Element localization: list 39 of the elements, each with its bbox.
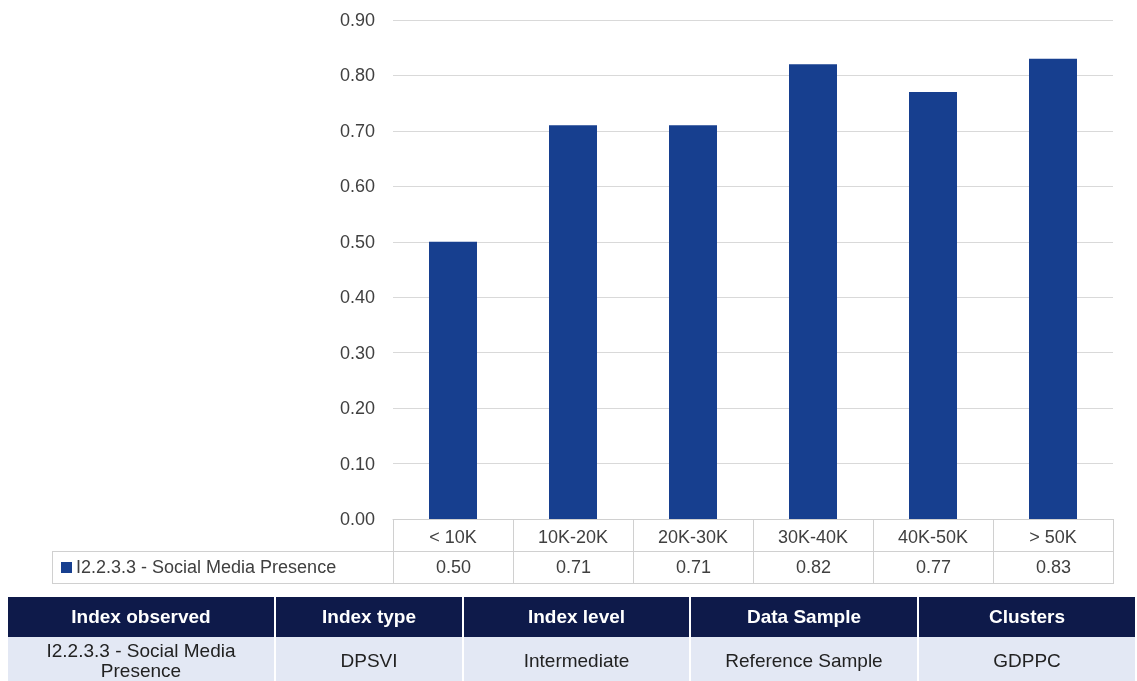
legend-label: I2.2.3.3 - Social Media Presence [52,551,394,584]
y-tick-label: 0.00 [339,509,375,529]
data-label: 0.71 [513,551,634,584]
x-tick-label: 10K-20K [537,527,609,547]
x-tick-label: > 50K [1029,527,1077,547]
x-tick-label: 20K-30K [657,527,729,547]
y-tick-label: 0.40 [339,287,375,308]
bar [909,92,957,519]
y-tick-label: 0.60 [339,176,375,197]
y-tick-label: 0.10 [339,453,375,474]
bar [1029,58,1077,519]
text: Clusters [918,597,1136,637]
y-tick-label: 0.70 [339,120,375,141]
y-tick-label: 0.20 [339,398,375,419]
data-label: 0.83 [993,551,1114,584]
text: DPSVI [275,637,463,681]
y-tick-label: 0.80 [339,65,375,86]
text: Reference Sample [690,637,918,681]
bar [789,64,837,519]
text: Index observed [8,597,275,637]
bar [669,125,717,519]
text: Index level [463,597,690,637]
data-label: 0.50 [393,551,514,584]
x-tick-label: 40K-50K [897,527,969,547]
text: Data Sample [690,597,918,637]
y-tick-label: 0.90 [339,10,375,30]
y-tick-label: 0.50 [339,231,375,252]
data-label: 0.77 [873,551,994,584]
text: Intermediate [463,637,690,681]
x-tick-label: < 10K [429,527,477,547]
data-label: 0.71 [633,551,754,584]
y-tick-label: 0.30 [339,342,375,363]
bar [429,241,477,519]
text: GDPPC [918,637,1136,681]
bar [549,125,597,519]
data-label: 0.82 [753,551,874,584]
text: I2.2.3.3 - Social Media Presence [8,637,275,681]
text: Index type [275,597,463,637]
x-tick-label: 30K-40K [777,527,849,547]
